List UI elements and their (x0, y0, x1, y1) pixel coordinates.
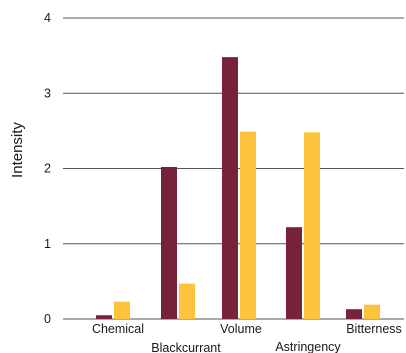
x-tick-label-astringency: Astringency (275, 340, 341, 353)
bar-s1-volume (222, 57, 238, 319)
x-tick-label-blackcurrant: Blackcurrant (151, 341, 221, 353)
y-tick-label: 1 (44, 237, 51, 251)
y-tick-label: 3 (44, 86, 51, 100)
y-axis-label: Intensity (9, 122, 26, 178)
x-tick-label-volume: Volume (220, 322, 262, 336)
bar-s1-blackcurrant (161, 166, 177, 319)
bar-s1-bitterness (346, 309, 362, 319)
y-tick-label: 4 (44, 11, 51, 25)
bar-s2-astringency (304, 132, 320, 319)
bar-s1-astringency (286, 227, 302, 319)
y-tick-label: 2 (44, 162, 51, 176)
bar-s2-blackcurrant (179, 283, 195, 319)
bar-s2-bitterness (364, 304, 380, 319)
bars (96, 57, 380, 319)
bar-s2-volume (240, 131, 256, 319)
y-axis-ticks: 0 1 2 3 4 (44, 11, 51, 326)
bar-s2-chemical (114, 301, 130, 319)
x-tick-label-chemical: Chemical (92, 322, 144, 336)
bar-s1-chemical (96, 315, 112, 319)
x-axis-ticks: Chemical Blackcurrant Volume Astringency Bit… (92, 322, 402, 353)
y-tick-label: 0 (44, 312, 51, 326)
x-tick-label-bitterness: Bitterness (346, 322, 402, 336)
